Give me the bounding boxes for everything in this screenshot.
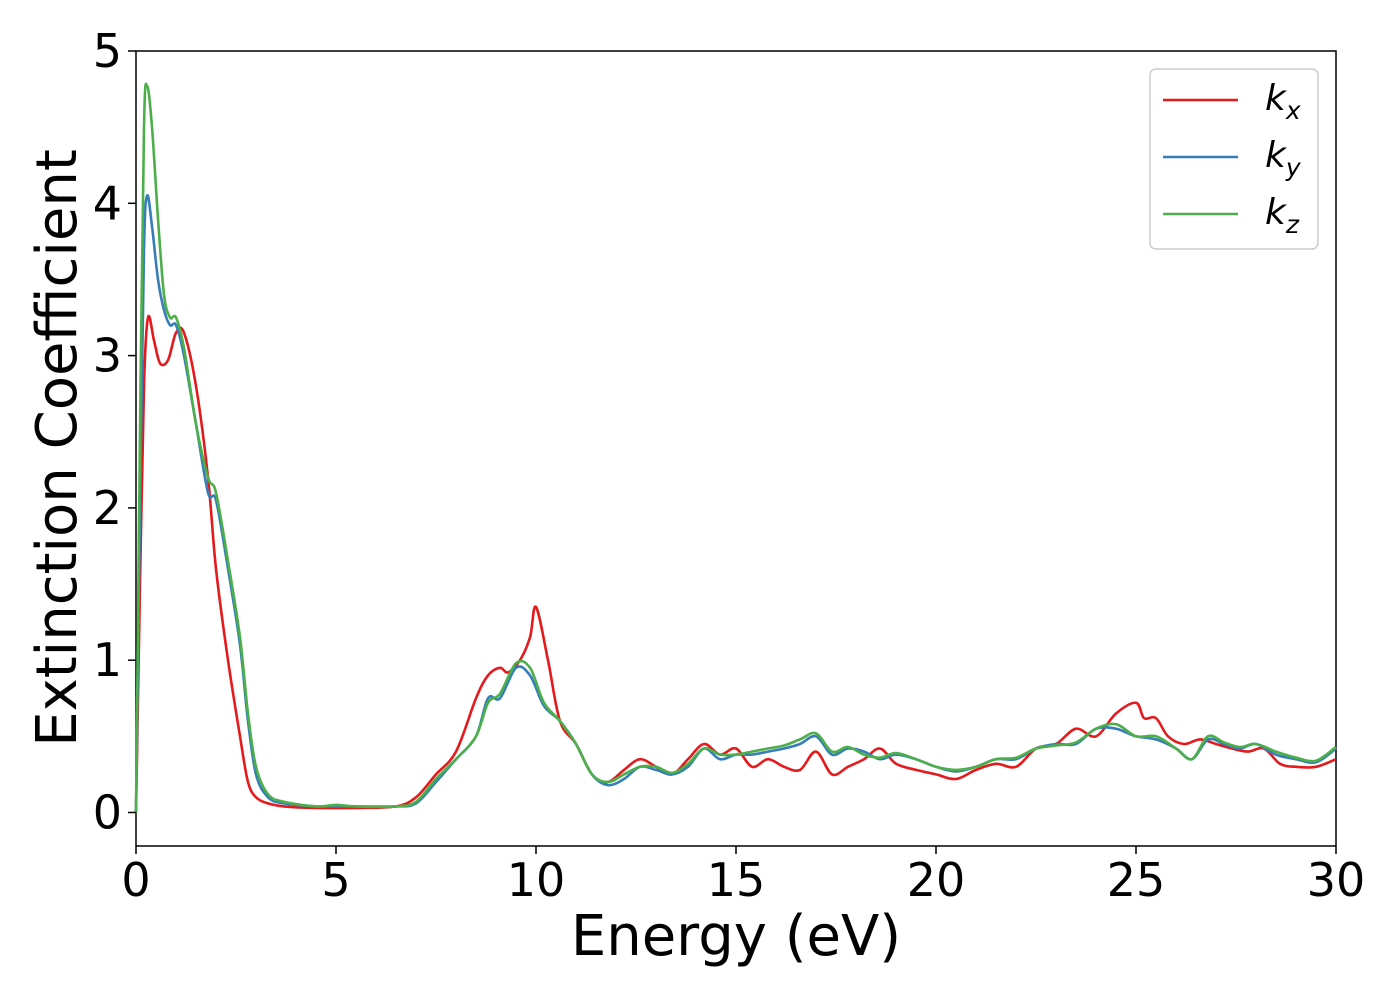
x-axis: 0 5 10 15 20 25 30: [121, 846, 1365, 907]
x-tick-label: 0: [121, 853, 150, 907]
x-axis-title: Energy (eV): [571, 904, 901, 969]
series-layer: [134, 82, 1337, 813]
y-tick-label: 1: [93, 633, 122, 687]
y-axis-title: Extinction Coefficient: [25, 149, 90, 747]
y-tick-label: 0: [93, 785, 122, 839]
x-tick-label: 30: [1307, 853, 1366, 907]
y-tick-label: 3: [93, 329, 122, 383]
legend-box: [1149, 68, 1319, 250]
x-tick-label: 15: [707, 853, 766, 907]
x-tick-label: 25: [1107, 853, 1166, 907]
y-axis: 0 1 2 3 4 5: [93, 24, 136, 839]
y-tick-label: 5: [93, 24, 122, 78]
plot-area: [135, 50, 1337, 847]
x-tick-label: 20: [907, 853, 966, 907]
y-tick-label: 4: [93, 176, 122, 230]
y-tick-label: 2: [93, 481, 122, 535]
series-line-kz: [134, 82, 1337, 813]
x-tick-label: 5: [321, 853, 350, 907]
x-tick-label: 10: [507, 853, 566, 907]
